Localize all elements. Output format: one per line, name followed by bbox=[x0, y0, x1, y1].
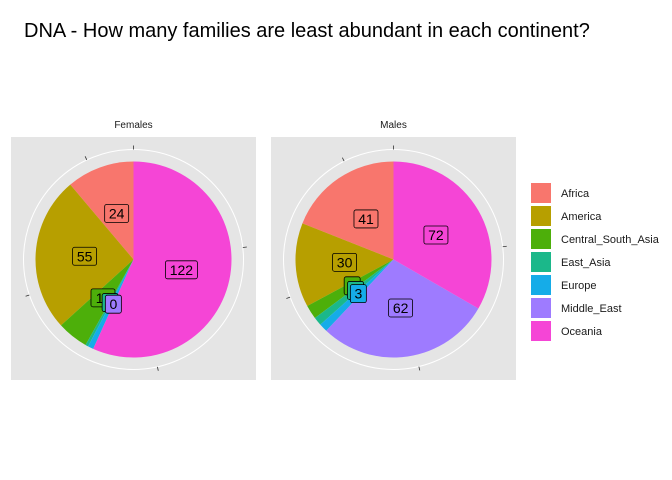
pie-slice-africa bbox=[302, 161, 394, 260]
data-label-text: 24 bbox=[109, 205, 125, 221]
data-label: 72 bbox=[423, 225, 449, 245]
data-label-text: 122 bbox=[170, 262, 194, 278]
axis-tick bbox=[341, 157, 345, 162]
legend-swatch bbox=[531, 183, 551, 203]
page-title: DNA - How many families are least abunda… bbox=[24, 20, 590, 42]
data-label-text: 3 bbox=[354, 286, 362, 302]
data-label-box bbox=[72, 246, 98, 266]
data-label-box bbox=[332, 252, 357, 272]
pie-slice-africa bbox=[70, 161, 134, 260]
axis-tick bbox=[286, 296, 291, 299]
data-label: 62 bbox=[388, 298, 414, 318]
legend-item-europe: Europe bbox=[531, 275, 596, 295]
data-label-text: 55 bbox=[77, 248, 93, 264]
legend: Africa America Central_South_Asia East_Asia… bbox=[531, 183, 660, 341]
legend-swatch bbox=[531, 252, 551, 272]
axis-tick bbox=[157, 366, 159, 371]
legend-swatch bbox=[531, 206, 551, 226]
data-label: 55 bbox=[72, 246, 98, 266]
facet-title: Males bbox=[380, 120, 407, 131]
data-label: 41 bbox=[353, 209, 379, 229]
legend-item-africa: Africa bbox=[531, 183, 590, 203]
legend-label: Central_South_Asia bbox=[561, 234, 660, 246]
data-label-text: 72 bbox=[428, 227, 444, 243]
data-label: 30 bbox=[332, 252, 357, 272]
data-label-box bbox=[165, 260, 198, 280]
axis-tick bbox=[25, 294, 30, 297]
axis-tick bbox=[418, 366, 421, 371]
legend-item-middle_east: Middle_East bbox=[531, 298, 622, 318]
facet-females: Females24551110122 bbox=[11, 120, 256, 380]
axis-tick bbox=[84, 156, 88, 161]
data-label-box bbox=[423, 225, 449, 245]
data-label-box bbox=[104, 204, 130, 223]
legend-swatch bbox=[531, 321, 551, 341]
legend-swatch bbox=[531, 275, 551, 295]
data-label-text: 62 bbox=[393, 300, 409, 316]
data-label: 122 bbox=[165, 260, 198, 280]
data-label-box bbox=[388, 298, 414, 318]
data-label-text: 41 bbox=[358, 211, 374, 227]
legend-item-east_asia: East_Asia bbox=[531, 252, 611, 272]
legend-item-america: America bbox=[531, 206, 602, 226]
legend-swatch bbox=[531, 229, 551, 249]
data-label: 0 bbox=[104, 294, 122, 314]
legend-swatch bbox=[531, 298, 551, 318]
legend-item-central_south_asia: Central_South_Asia bbox=[531, 229, 660, 249]
data-label: 24 bbox=[104, 204, 130, 223]
legend-label: East_Asia bbox=[561, 257, 611, 269]
data-label-text: 0 bbox=[109, 296, 117, 312]
legend-label: Oceania bbox=[561, 326, 603, 338]
legend-label: America bbox=[561, 211, 602, 223]
legend-label: Europe bbox=[561, 280, 596, 292]
legend-item-oceania: Oceania bbox=[531, 321, 603, 341]
legend-label: Africa bbox=[561, 188, 590, 200]
data-label: 3 bbox=[349, 284, 367, 304]
facet-males: Males41305336272 bbox=[271, 120, 516, 380]
data-label-box bbox=[104, 294, 122, 314]
facet-title: Females bbox=[114, 120, 152, 131]
data-label-box bbox=[353, 209, 379, 229]
pie-slice-oceania bbox=[93, 161, 232, 358]
data-label-box bbox=[349, 284, 367, 304]
legend-label: Middle_East bbox=[561, 303, 622, 315]
data-label-text: 30 bbox=[337, 254, 353, 270]
